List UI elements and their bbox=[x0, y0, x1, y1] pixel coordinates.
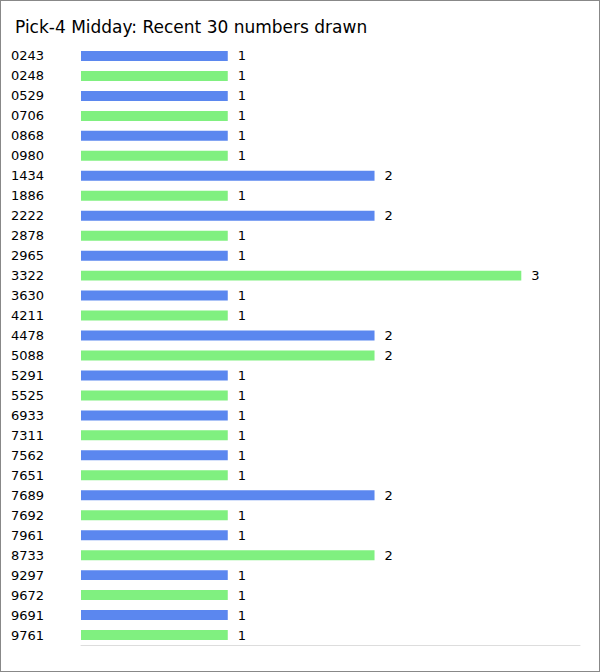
svg-text:4478: 4478 bbox=[11, 328, 44, 343]
svg-text:7961: 7961 bbox=[11, 528, 44, 543]
svg-text:1: 1 bbox=[238, 68, 246, 83]
svg-text:0980: 0980 bbox=[11, 148, 44, 163]
svg-text:1: 1 bbox=[238, 388, 246, 403]
svg-text:1: 1 bbox=[238, 568, 246, 583]
svg-text:5088: 5088 bbox=[11, 348, 44, 363]
svg-text:1: 1 bbox=[238, 308, 246, 323]
svg-text:0529: 0529 bbox=[11, 88, 44, 103]
svg-text:1: 1 bbox=[238, 608, 246, 623]
svg-text:1: 1 bbox=[238, 108, 246, 123]
svg-text:3630: 3630 bbox=[11, 288, 44, 303]
svg-text:2: 2 bbox=[385, 168, 393, 183]
svg-text:1: 1 bbox=[238, 128, 246, 143]
svg-text:1: 1 bbox=[238, 428, 246, 443]
svg-text:1: 1 bbox=[238, 468, 246, 483]
svg-text:8733: 8733 bbox=[11, 548, 44, 563]
svg-text:1434: 1434 bbox=[11, 168, 44, 183]
svg-text:2965: 2965 bbox=[11, 248, 44, 263]
svg-text:1: 1 bbox=[238, 48, 246, 63]
svg-text:1886: 1886 bbox=[11, 188, 44, 203]
svg-text:1: 1 bbox=[238, 88, 246, 103]
svg-text:9691: 9691 bbox=[11, 608, 44, 623]
svg-text:1: 1 bbox=[238, 448, 246, 463]
svg-text:4211: 4211 bbox=[11, 308, 44, 323]
svg-text:9297: 9297 bbox=[11, 568, 44, 583]
svg-text:1: 1 bbox=[238, 508, 246, 523]
svg-text:7651: 7651 bbox=[11, 468, 44, 483]
svg-text:0706: 0706 bbox=[11, 108, 44, 123]
svg-text:5291: 5291 bbox=[11, 368, 44, 383]
svg-text:1: 1 bbox=[238, 288, 246, 303]
svg-text:7311: 7311 bbox=[11, 428, 44, 443]
svg-text:2: 2 bbox=[385, 548, 393, 563]
svg-text:1: 1 bbox=[238, 188, 246, 203]
svg-text:1: 1 bbox=[238, 528, 246, 543]
svg-text:3322: 3322 bbox=[11, 268, 44, 283]
svg-text:0243: 0243 bbox=[11, 48, 44, 63]
svg-text:2: 2 bbox=[385, 488, 393, 503]
svg-text:1: 1 bbox=[238, 588, 246, 603]
svg-text:2: 2 bbox=[385, 348, 393, 363]
svg-text:5525: 5525 bbox=[11, 388, 44, 403]
svg-text:2878: 2878 bbox=[11, 228, 44, 243]
svg-text:7692: 7692 bbox=[11, 508, 44, 523]
svg-text:Pick-4 Midday: Recent 30 numbe: Pick-4 Midday: Recent 30 numbers drawn bbox=[15, 17, 367, 37]
svg-text:3: 3 bbox=[531, 268, 539, 283]
svg-text:9672: 9672 bbox=[11, 588, 44, 603]
svg-text:7689: 7689 bbox=[11, 488, 44, 503]
svg-text:1: 1 bbox=[238, 228, 246, 243]
svg-text:2: 2 bbox=[385, 208, 393, 223]
svg-text:9761: 9761 bbox=[11, 628, 44, 643]
svg-text:0248: 0248 bbox=[11, 68, 44, 83]
svg-text:1: 1 bbox=[238, 628, 246, 643]
svg-text:0868: 0868 bbox=[11, 128, 44, 143]
svg-text:2: 2 bbox=[385, 328, 393, 343]
svg-text:1: 1 bbox=[238, 248, 246, 263]
svg-text:1: 1 bbox=[238, 408, 246, 423]
svg-text:6933: 6933 bbox=[11, 408, 44, 423]
svg-text:7562: 7562 bbox=[11, 448, 44, 463]
svg-text:2222: 2222 bbox=[11, 208, 44, 223]
svg-text:1: 1 bbox=[238, 148, 246, 163]
svg-text:1: 1 bbox=[238, 368, 246, 383]
